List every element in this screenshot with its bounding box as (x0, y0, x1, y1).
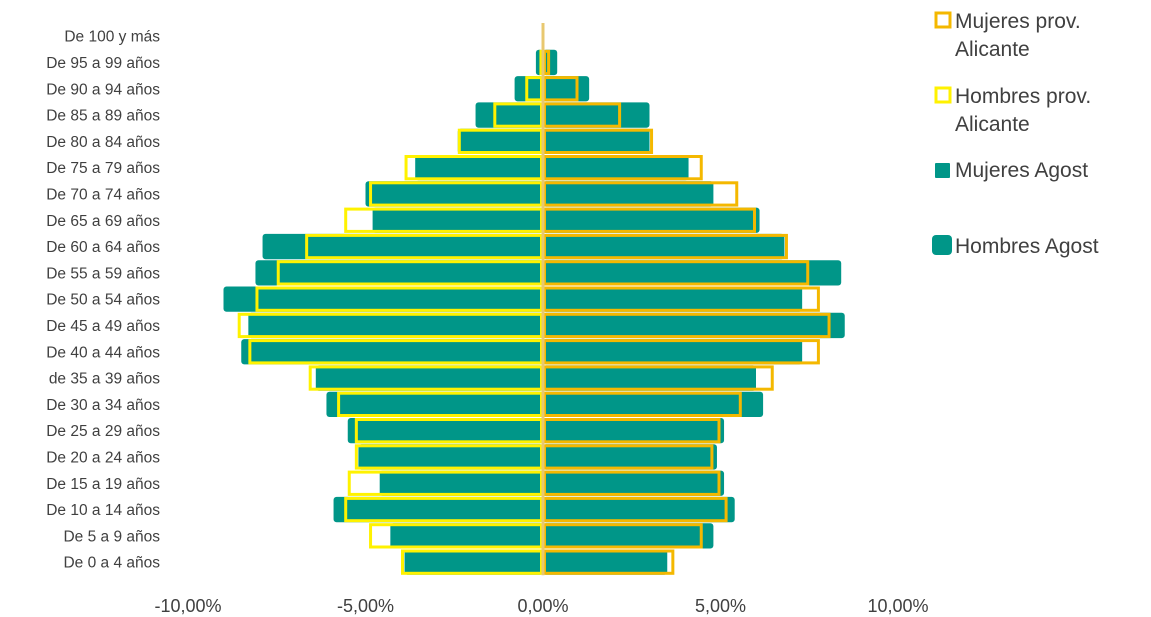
category-label-4: De 20 a 24 años (46, 449, 160, 466)
bar-mujeres-agost-13 (543, 207, 760, 233)
bar-hombres-agost-7 (315, 365, 543, 391)
bar-hombres-agost-11 (255, 260, 543, 286)
bar-hombres-agost-12 (262, 233, 543, 260)
legend-label-2-line-0: Mujeres Agost (955, 159, 1088, 182)
bar-mujeres-agost-15 (543, 155, 689, 181)
bars-layer (223, 49, 845, 575)
category-label-9: De 45 a 49 años (46, 318, 160, 335)
bar-mujeres-agost-7 (543, 365, 756, 391)
x-tick-label-2: 0,00% (517, 596, 568, 616)
bar-mujeres-agost-16 (543, 128, 650, 154)
category-label-6: De 30 a 34 años (46, 397, 160, 414)
bar-hombres-agost-8 (241, 339, 543, 365)
legend-entry-1: Hombres prov. Alicante (934, 85, 1091, 136)
category-label-19: De 95 a 99 años (46, 55, 160, 72)
bar-mujeres-agost-11 (543, 260, 842, 286)
bar-hombres-agost-5 (347, 418, 543, 444)
bar-hombres-agost-2 (333, 496, 543, 523)
bar-hombres-agost-9 (248, 312, 543, 339)
category-label-18: De 90 a 94 años (46, 81, 160, 98)
legend-entry-3: Hombres Agost (932, 235, 1099, 258)
category-label-20: De 100 y más (64, 29, 160, 46)
outline-hombres-prov-alicante-19 (539, 49, 544, 76)
legend-swatch-2 (935, 163, 950, 178)
bar-mujeres-agost-2 (543, 496, 735, 523)
category-label-5: De 25 a 29 años (46, 423, 160, 440)
legend-label-0-line-0: Mujeres prov. (955, 10, 1081, 33)
bar-hombres-agost-3 (379, 470, 543, 496)
bar-mujeres-agost-12 (543, 233, 785, 260)
category-label-3: De 15 a 19 años (46, 476, 160, 493)
bar-mujeres-agost-17 (543, 102, 650, 128)
bar-mujeres-agost-6 (543, 391, 764, 417)
bar-mujeres-agost-1 (543, 523, 714, 549)
category-label-13: De 65 a 69 años (46, 213, 160, 230)
legend-swatch-3 (932, 235, 952, 255)
bar-hombres-agost-18 (514, 76, 543, 102)
bar-hombres-agost-14 (365, 181, 543, 207)
legend-entry-0: Mujeres prov. Alicante (934, 10, 1081, 61)
category-label-7: de 35 a 39 años (49, 371, 160, 388)
category-label-14: De 70 a 74 años (46, 186, 160, 203)
category-label-8: De 40 a 44 años (46, 344, 160, 361)
bar-mujeres-agost-18 (543, 76, 590, 102)
x-tick-label-3: 5,00% (695, 596, 746, 616)
category-label-0: De 0 a 4 años (63, 555, 160, 572)
x-axis-tick-labels: -10,00% -5,00% 0,00% 5,00% 10,00% (154, 596, 928, 616)
bar-mujeres-agost-3 (543, 470, 725, 496)
bar-mujeres-agost-0 (543, 549, 668, 575)
category-label-17: De 85 a 89 años (46, 108, 160, 125)
bar-hombres-agost-17 (475, 102, 543, 128)
category-labels: De 0 a 4 años De 5 a 9 años De 10 a 14 año… (46, 29, 160, 572)
bar-mujeres-agost-8 (543, 339, 803, 365)
legend-label-0-line-1: Alicante (955, 38, 1030, 61)
category-label-12: De 60 a 64 años (46, 239, 160, 256)
legend: Mujeres prov. Alicante Hombres prov. Alican… (932, 10, 1099, 258)
legend-swatch-0 (934, 11, 952, 29)
bar-mujeres-agost-9 (543, 312, 845, 339)
bar-hombres-agost-4 (358, 444, 543, 470)
bar-mujeres-agost-14 (543, 181, 714, 207)
bar-hombres-agost-10 (223, 286, 543, 312)
bar-mujeres-agost-5 (543, 418, 725, 444)
bar-hombres-agost-16 (457, 128, 543, 154)
category-label-11: De 55 a 59 años (46, 265, 160, 282)
bar-hombres-agost-0 (404, 549, 543, 575)
legend-label-3-line-0: Hombres Agost (955, 235, 1099, 258)
category-label-1: De 5 a 9 años (63, 528, 160, 545)
x-tick-label-0: -10,00% (154, 596, 221, 616)
legend-swatch-1 (934, 86, 952, 104)
x-tick-label-1: -5,00% (337, 596, 394, 616)
legend-label-1-line-0: Hombres prov. (955, 85, 1091, 108)
legend-entry-2: Mujeres Agost (935, 159, 1088, 182)
legend-label-1-line-1: Alicante (955, 113, 1030, 136)
x-tick-label-4: 10,00% (867, 596, 928, 616)
bar-mujeres-agost-10 (543, 286, 803, 312)
bar-hombres-agost-6 (326, 391, 543, 417)
bar-mujeres-agost-4 (543, 444, 717, 470)
category-label-16: De 80 a 84 años (46, 134, 160, 151)
bar-hombres-agost-15 (415, 155, 543, 181)
category-label-15: De 75 a 79 años (46, 160, 160, 177)
bar-hombres-agost-1 (390, 523, 543, 549)
category-label-10: De 50 a 54 años (46, 292, 160, 309)
category-label-2: De 10 a 14 años (46, 502, 160, 519)
bar-hombres-agost-13 (372, 207, 543, 233)
